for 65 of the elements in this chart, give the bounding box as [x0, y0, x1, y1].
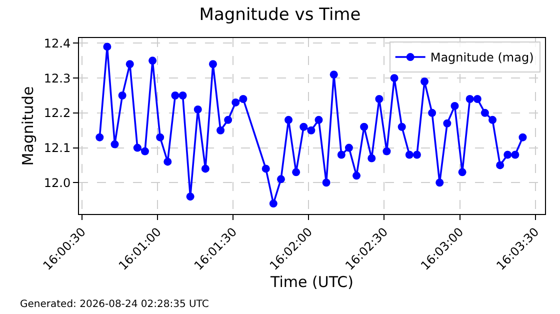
point: [352, 172, 361, 180]
point: [473, 94, 482, 103]
y-tick-label: 12.3: [44, 71, 71, 86]
point: [201, 164, 210, 173]
point: [412, 150, 421, 159]
point: [518, 133, 527, 142]
point: [140, 147, 149, 156]
point: [239, 94, 248, 103]
point: [292, 168, 300, 176]
point: [458, 168, 466, 176]
point: [382, 147, 391, 156]
point: [466, 94, 474, 103]
point: [314, 116, 323, 124]
point: [428, 108, 436, 117]
y-tick-label: 12.0: [44, 176, 71, 190]
point: [269, 200, 278, 208]
point: [504, 150, 512, 159]
point: [405, 150, 414, 159]
point: [322, 178, 330, 187]
point: [368, 154, 376, 162]
y-tick-label: 12.1: [44, 140, 71, 155]
point: [450, 102, 459, 110]
point: [148, 56, 157, 65]
point: [164, 158, 172, 166]
chart-title: Magnitude vs Time: [199, 4, 361, 25]
point: [344, 144, 353, 152]
point: [96, 133, 104, 142]
point: [194, 105, 202, 114]
point: [375, 94, 384, 103]
legend-label: Magnitude (mag): [430, 50, 534, 65]
point: [488, 116, 497, 124]
y-tick-label: 12.2: [44, 106, 71, 120]
point: [126, 60, 134, 68]
point: [337, 150, 346, 159]
point: [133, 144, 142, 152]
point: [420, 78, 429, 86]
point: [284, 116, 293, 124]
point: [443, 119, 452, 128]
point: [496, 161, 504, 170]
point: [276, 175, 285, 184]
point: [511, 150, 520, 159]
point: [398, 122, 406, 131]
point: [390, 74, 398, 82]
point: [156, 133, 164, 142]
point: [118, 92, 126, 100]
point: [307, 126, 316, 134]
point: [360, 122, 368, 131]
point: [480, 108, 489, 117]
text: Generated: 2026-08-24 02:28:35 UTC: [20, 299, 209, 310]
y-tick-label: 12.4: [44, 36, 71, 50]
point: [232, 98, 240, 106]
point: [171, 92, 180, 100]
point: [103, 42, 112, 51]
point: [178, 92, 187, 100]
y-axis-title: Magnitude: [19, 86, 38, 166]
point: [224, 116, 232, 124]
point: [262, 164, 270, 173]
point: [110, 140, 119, 148]
point: [330, 70, 338, 79]
point: [216, 126, 225, 134]
point: [436, 178, 444, 187]
point: [208, 60, 217, 68]
x-axis-title: Time (UTC): [270, 272, 354, 291]
point: [300, 122, 308, 131]
point: [186, 192, 194, 201]
